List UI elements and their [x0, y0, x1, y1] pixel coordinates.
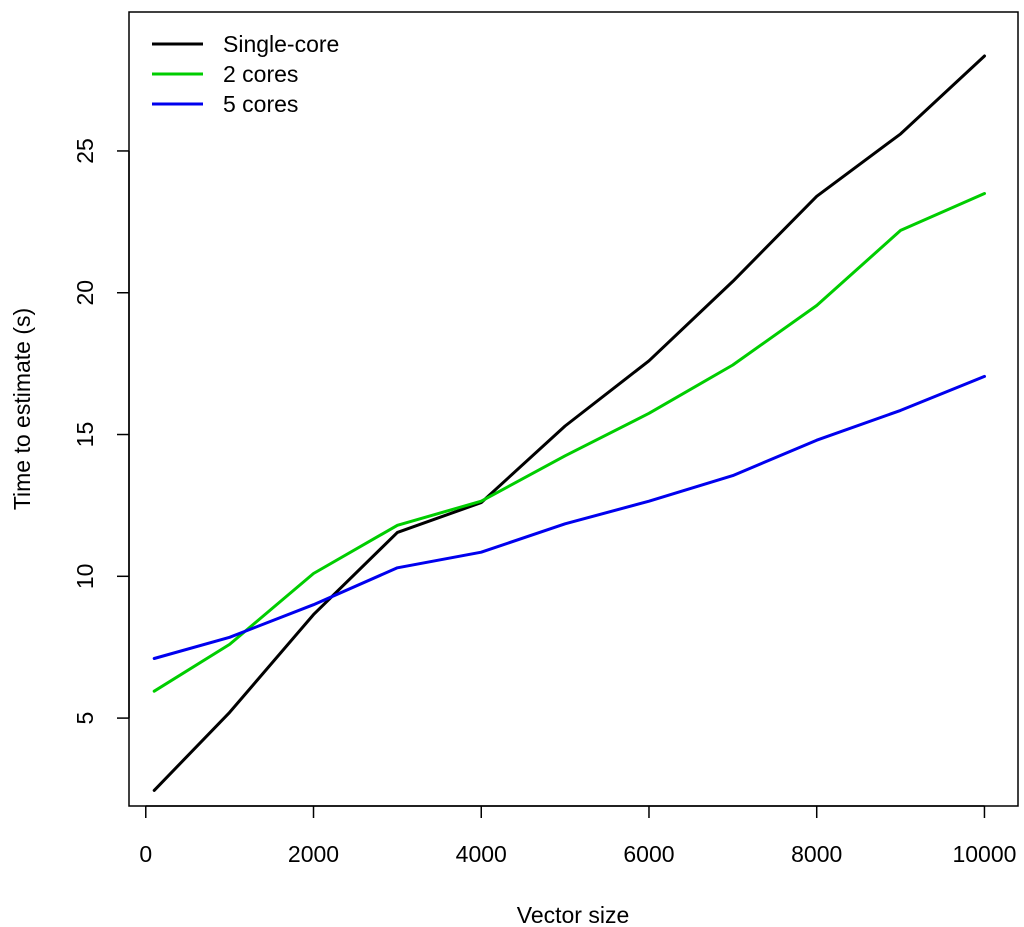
- y-tick-label: 10: [72, 564, 98, 590]
- y-tick-label: 25: [72, 138, 98, 164]
- y-tick-label: 15: [72, 422, 98, 448]
- x-tick-label: 4000: [456, 841, 507, 867]
- y-axis-label: Time to estimate (s): [9, 308, 35, 510]
- legend-label: 5 cores: [223, 91, 298, 117]
- series-line-1: [152, 192, 986, 693]
- y-tick-label: 5: [72, 712, 98, 725]
- x-axis: 0 2000 4000 6000 8000 10000: [139, 805, 1016, 867]
- x-tick-label: 2000: [288, 841, 339, 867]
- series-layer: [152, 54, 986, 792]
- y-tick-label: 20: [72, 280, 98, 306]
- plot-frame: [128, 11, 1019, 807]
- legend-label: 2 cores: [223, 61, 298, 87]
- y-axis: 5 10 15 20 25: [72, 138, 130, 725]
- legend: Single-core 2 cores 5 cores: [152, 31, 339, 117]
- x-axis-label: Vector size: [517, 902, 630, 927]
- series-line-2: [152, 374, 986, 660]
- series-line-0: [152, 54, 986, 792]
- x-tick-label: 0: [139, 841, 152, 867]
- x-tick-label: 8000: [791, 841, 842, 867]
- x-tick-label: 6000: [623, 841, 674, 867]
- x-tick-label: 10000: [952, 841, 1016, 867]
- legend-label: Single-core: [223, 31, 339, 57]
